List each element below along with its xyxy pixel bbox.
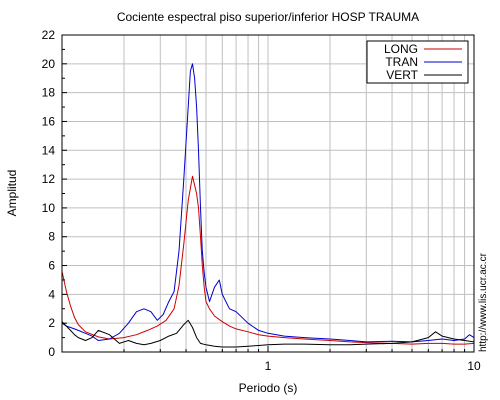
x-tick-label: 1 bbox=[265, 359, 272, 373]
series-layer bbox=[62, 63, 474, 348]
y-axis-label: Amplitud bbox=[5, 170, 19, 217]
series-line-tran bbox=[62, 63, 474, 343]
legend-label-long: LONG bbox=[384, 42, 418, 56]
y-tick-label: 18 bbox=[42, 86, 56, 100]
y-tick-label: 20 bbox=[42, 57, 56, 71]
grid bbox=[62, 35, 474, 352]
tick-labels: 0 2 4 6 8 10 12 14 16 18 20 22 1 10 bbox=[42, 28, 481, 373]
y-tick-label: 8 bbox=[48, 230, 55, 244]
legend-label-vert: VERT bbox=[386, 68, 418, 82]
y-tick-label: 10 bbox=[42, 201, 56, 215]
ticks bbox=[61, 34, 466, 353]
series-line-vert bbox=[62, 319, 474, 348]
y-tick-label: 12 bbox=[42, 172, 56, 186]
y-tick-label: 16 bbox=[42, 114, 56, 128]
y-tick-label: 4 bbox=[48, 287, 55, 301]
credit-url: http://www.lis.ucr.ac.cr bbox=[478, 252, 489, 352]
y-tick-label: 14 bbox=[42, 143, 56, 157]
y-tick-label: 0 bbox=[48, 345, 55, 359]
y-tick-label: 6 bbox=[48, 259, 55, 273]
x-axis-label: Periodo (s) bbox=[239, 381, 298, 395]
y-tick-label: 2 bbox=[48, 316, 55, 330]
chart-title: Cociente espectral piso superior/inferio… bbox=[117, 10, 419, 24]
y-tick-label: 22 bbox=[42, 28, 56, 42]
x-tick-label: 10 bbox=[467, 359, 481, 373]
series-line-long bbox=[62, 175, 474, 345]
legend-label-tran: TRAN bbox=[385, 55, 418, 69]
